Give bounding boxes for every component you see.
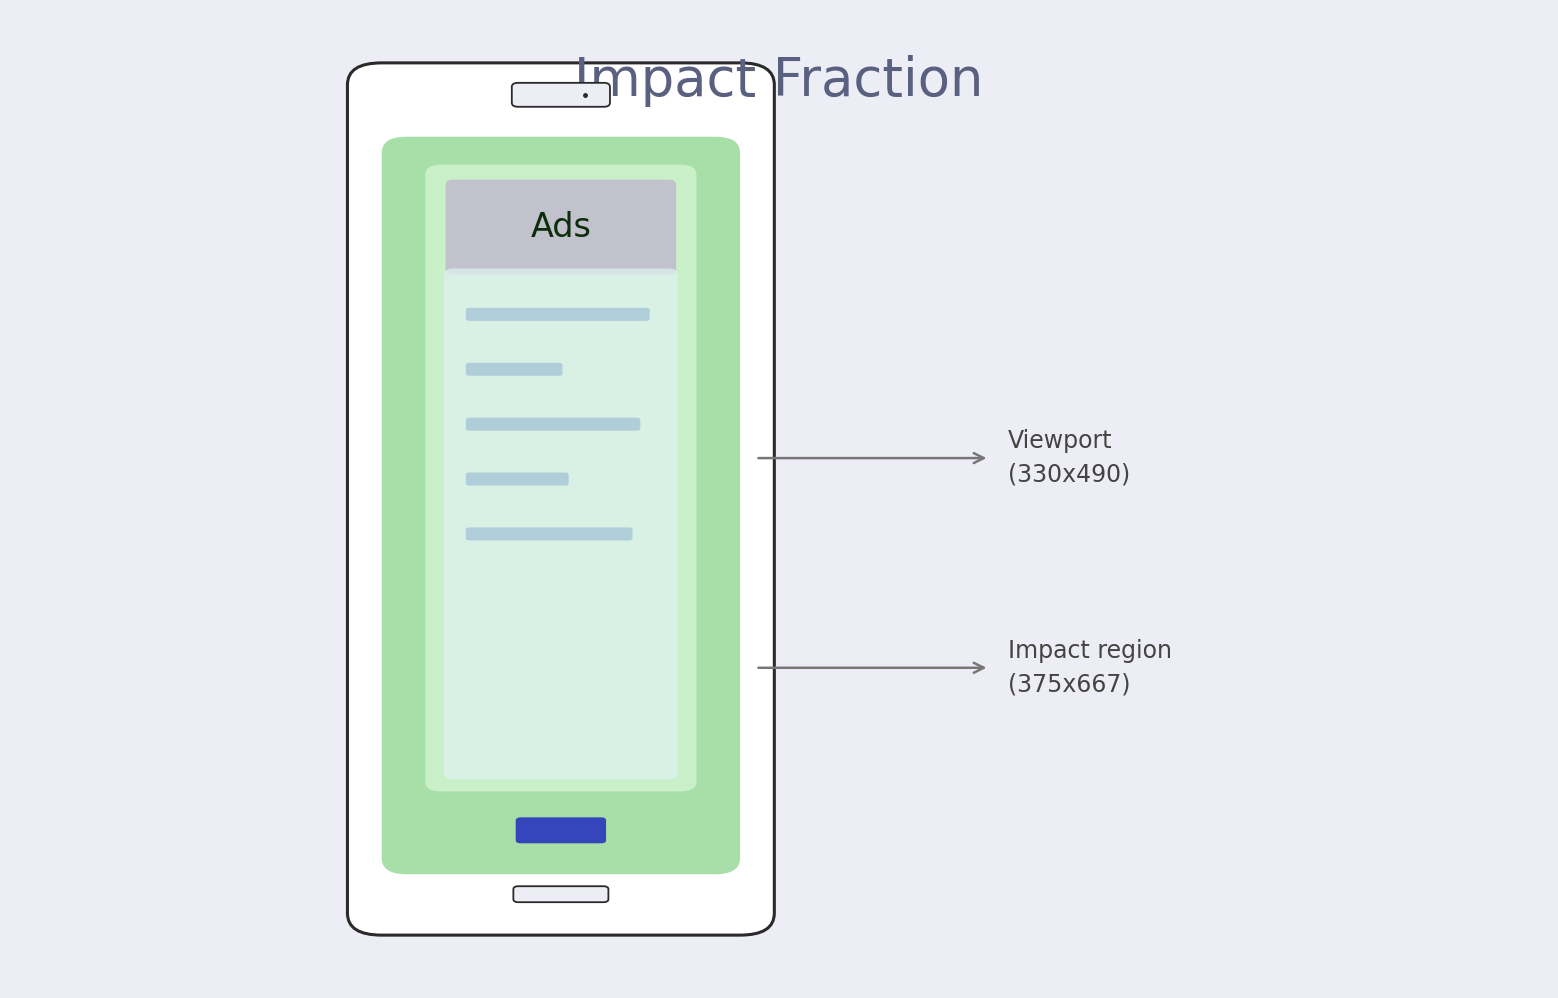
FancyBboxPatch shape (466, 472, 569, 485)
Text: Ads: Ads (530, 211, 592, 244)
Text: Impact Fraction: Impact Fraction (575, 55, 983, 107)
FancyBboxPatch shape (425, 165, 696, 791)
FancyBboxPatch shape (466, 308, 650, 321)
Text: Viewport
(330x490): Viewport (330x490) (1008, 429, 1130, 487)
FancyBboxPatch shape (513, 886, 608, 902)
FancyBboxPatch shape (466, 362, 562, 376)
FancyBboxPatch shape (466, 418, 640, 431)
FancyBboxPatch shape (382, 137, 740, 874)
FancyBboxPatch shape (511, 83, 609, 107)
FancyBboxPatch shape (347, 63, 774, 935)
FancyBboxPatch shape (466, 528, 633, 541)
FancyBboxPatch shape (444, 268, 678, 779)
FancyBboxPatch shape (516, 817, 606, 843)
FancyBboxPatch shape (446, 180, 676, 274)
Text: Impact region
(375x667): Impact region (375x667) (1008, 639, 1172, 697)
